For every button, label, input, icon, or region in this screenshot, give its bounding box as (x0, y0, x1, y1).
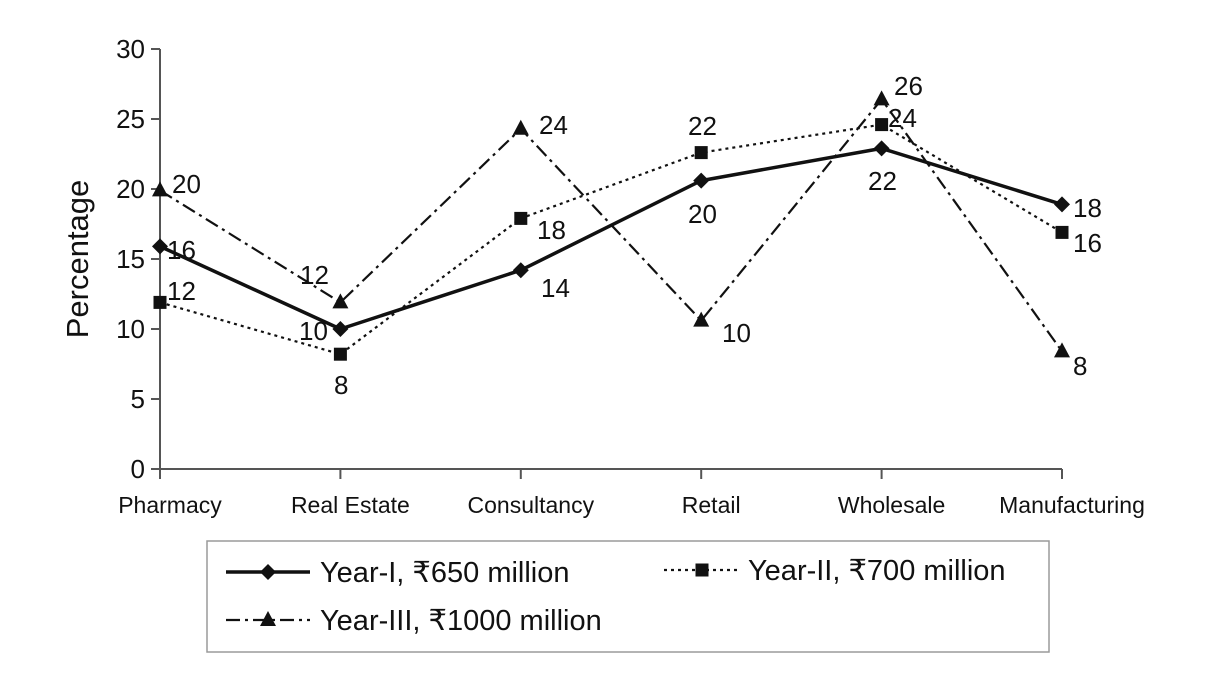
data-label: 14 (541, 273, 570, 303)
data-label: 24 (539, 110, 568, 140)
x-tick-label: Pharmacy (118, 492, 222, 518)
data-point (1054, 196, 1070, 213)
y-tick-label: 0 (131, 454, 145, 484)
series-line (159, 98, 1063, 353)
x-tick-label: Consultancy (468, 492, 595, 518)
data-point (694, 146, 708, 160)
x-tick-label: Manufacturing (999, 492, 1145, 518)
data-point (152, 181, 168, 197)
y-axis-label: Percentage (60, 180, 95, 339)
x-tick-label: Wholesale (838, 492, 945, 518)
legend-marker (260, 564, 276, 580)
chart-series (152, 90, 1070, 361)
series-3 (152, 90, 1070, 358)
data-label: 8 (1073, 351, 1087, 381)
data-point (512, 119, 529, 135)
y-tick-label: 30 (116, 34, 145, 64)
data-label: 18 (1073, 193, 1102, 223)
data-label: 8 (334, 370, 348, 400)
data-point (873, 90, 890, 106)
x-tick-label: Retail (682, 492, 741, 518)
data-point (512, 262, 529, 279)
data-label: 20 (688, 199, 717, 229)
legend-marker (260, 611, 276, 626)
legend: Year-I, ₹650 million Year-II, ₹700 millio… (206, 540, 1050, 653)
data-label: 10 (299, 316, 328, 346)
legend-label: Year-I, ₹650 million (320, 557, 570, 589)
data-label: 24 (888, 103, 917, 133)
data-point (332, 321, 349, 337)
data-label: 26 (894, 71, 923, 101)
data-point (333, 347, 347, 361)
data-point (514, 211, 528, 225)
series-line (159, 123, 1063, 356)
series-line (159, 146, 1063, 331)
y-tick-label: 10 (116, 314, 145, 344)
data-label: 12 (167, 276, 196, 306)
data-point (1054, 342, 1070, 358)
data-point (153, 295, 167, 309)
data-labels: 16 10 14 20 22 18 12 8 18 22 24 16 20 12 24 10 26 8 (167, 71, 1102, 400)
data-label: 22 (868, 166, 897, 196)
data-point (873, 140, 890, 157)
data-label: 18 (537, 215, 566, 245)
legend-label: Year-II, ₹700 million (748, 555, 1006, 587)
data-label: 16 (167, 235, 196, 265)
legend-item-3: Year-III, ₹1000 million (226, 605, 602, 637)
x-axis-ticks: Pharmacy Real Estate Consultancy Retail Whol… (118, 469, 1145, 518)
legend-item-1: Year-I, ₹650 million (226, 557, 570, 589)
chart-axes (159, 49, 1062, 470)
data-point (693, 172, 710, 189)
data-label: 20 (172, 169, 201, 199)
y-tick-label: 15 (116, 244, 145, 274)
data-point (1055, 225, 1069, 239)
data-label: 22 (688, 111, 717, 141)
legend-box (206, 540, 1050, 653)
legend-item-2: Year-II, ₹700 million (664, 555, 1006, 587)
series-2 (153, 118, 1069, 361)
data-point (152, 238, 168, 255)
data-label: 16 (1073, 228, 1102, 258)
data-point (875, 118, 889, 132)
data-point (332, 293, 349, 309)
y-tick-label: 5 (131, 384, 145, 414)
y-axis-ticks: 0 5 10 15 20 25 30 (116, 34, 160, 484)
data-label: 12 (300, 260, 329, 290)
y-tick-label: 25 (116, 104, 145, 134)
y-tick-label: 20 (116, 174, 145, 204)
legend-label: Year-III, ₹1000 million (320, 605, 602, 637)
data-point (693, 311, 710, 327)
series-1 (152, 140, 1070, 337)
x-tick-label: Real Estate (291, 492, 410, 518)
data-label: 10 (722, 318, 751, 348)
legend-marker (695, 563, 709, 577)
